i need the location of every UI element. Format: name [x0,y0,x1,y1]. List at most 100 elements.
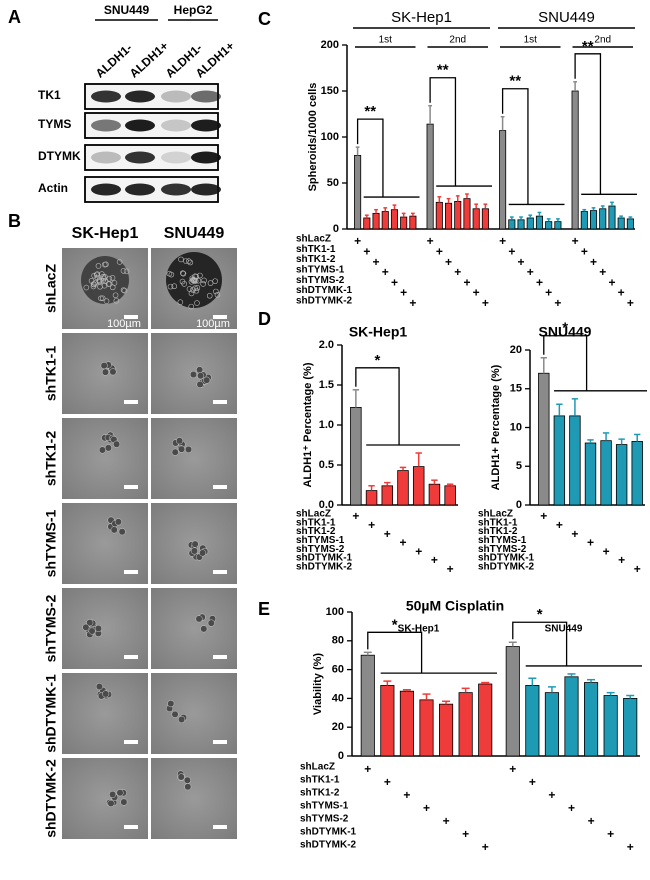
significance-label: * [562,320,568,337]
cell [194,285,201,291]
panel-letter: A [8,7,21,27]
column-header: SNU449 [164,225,225,242]
cell [200,281,206,287]
cell [213,288,219,295]
treatment-mark: + [618,286,625,300]
bar [360,654,375,757]
treatment-mark: + [352,509,359,523]
treatment-mark: + [572,234,579,248]
treatment-mark: + [409,296,416,310]
y-tick-label: 20 [510,344,522,356]
bar [472,208,480,230]
group-label: SNU449 [545,624,583,635]
significance-label: ** [509,73,521,90]
treatment-mark: + [443,814,450,828]
treatment-mark: + [548,788,555,802]
cell [97,283,103,290]
y-tick-label: 15 [510,383,522,395]
row-label: shTK1-2 [43,431,59,486]
error-bar [519,216,523,220]
cell [102,690,110,698]
error-bar [392,204,397,210]
cell [167,700,175,708]
bar [412,466,425,506]
cell [175,437,184,445]
bar [545,221,553,230]
bar [508,219,516,230]
treatment-label: shTYMS-2 [296,544,345,555]
error-bar [606,691,615,696]
treatment-label: shDTYMK-1 [300,827,357,838]
cell [88,627,96,635]
scale-bar [124,570,138,574]
bar [381,485,394,506]
error-bar [547,686,556,693]
y-axis-label: Viability (%) [312,653,324,715]
cell [180,270,186,276]
cell [116,789,124,797]
error-bar [626,694,635,699]
scale-bar [213,315,227,319]
bar [603,695,618,757]
bar [538,372,550,506]
scale-bar [124,825,138,829]
cell [195,615,203,623]
error-bar [384,481,391,486]
treatment-mark: + [603,544,610,558]
y-tick-label: 20 [332,721,344,733]
significance-label: ** [437,62,449,79]
bar [419,699,434,757]
significance-label: * [392,616,398,633]
cell [206,292,213,299]
panel-letter: B [8,211,21,231]
treatment-mark: + [568,801,575,815]
error-bar [402,689,411,692]
cell [197,372,205,380]
cell [171,710,179,718]
error-bar [355,146,360,156]
error-bar [368,485,375,491]
group-label: 2nd [594,35,611,46]
panel-letter: C [258,9,271,29]
cell [95,683,103,691]
cell [184,783,192,791]
blot-band [91,151,121,164]
cell [199,549,207,557]
significance-bracket [543,335,588,391]
blot-band [125,183,155,196]
error-bar [582,208,587,212]
cell [120,798,128,806]
scale-bar [124,655,138,659]
significance-bracket [512,621,568,666]
bar [617,217,625,230]
treatment-label: shDTYMK-2 [300,840,357,851]
treatment-mark: + [473,286,480,300]
scale-bar [124,740,138,744]
bar [372,212,380,230]
group-label: 1st [524,35,538,46]
cell [113,440,121,448]
panel-letter: D [258,309,271,329]
protein-label: TK1 [38,88,61,102]
bar [380,685,395,757]
significance-label: * [375,352,381,369]
bar [505,646,520,757]
treatment-label: shTYMS-2 [300,814,349,825]
protein-label: DTYMK [38,149,81,163]
cell [171,448,179,456]
cell [184,445,193,453]
cell [101,368,110,376]
treatment-label: shTYMS-1 [300,801,349,812]
treatment-mark: + [384,527,391,541]
error-bar [528,677,537,686]
bar [439,703,454,757]
bar [584,682,599,757]
protein-label: Actin [38,181,68,195]
treatment-mark: + [463,275,470,289]
error-bar [446,197,451,204]
y-tick-label: 0 [333,223,339,235]
error-bar [600,205,605,209]
treatment-mark: + [431,553,438,567]
scale-bar [213,400,227,404]
error-bar [383,680,392,686]
